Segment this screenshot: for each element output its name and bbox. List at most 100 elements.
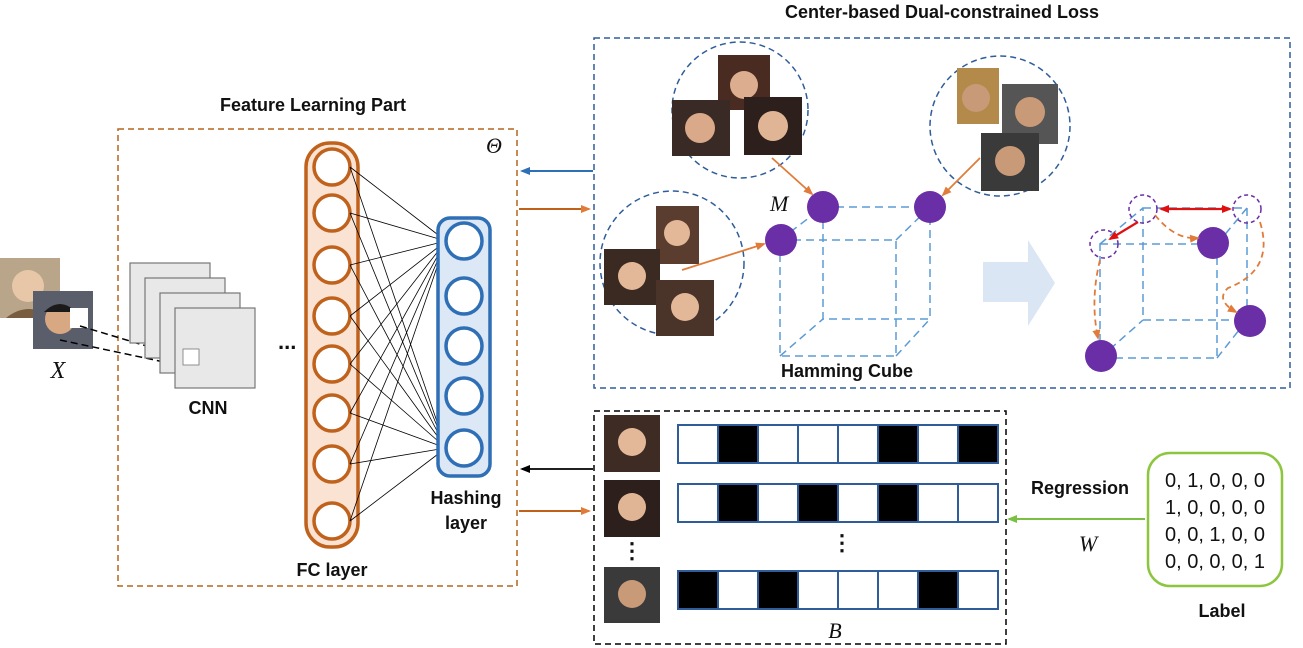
- hashing-layer-label-line1: Hashing: [430, 488, 501, 508]
- fc-hash-connection: [349, 240, 447, 465]
- moved-node-3: [1085, 340, 1117, 372]
- fc-node: [312, 296, 352, 336]
- code-vdots: ⋮: [831, 530, 853, 555]
- moved-node-1: [1197, 227, 1229, 259]
- photo-vdots: ⋮: [621, 538, 643, 563]
- code-bit-one: [877, 424, 919, 464]
- hash-code-row: [677, 483, 999, 523]
- fc-hash-connection: [349, 240, 447, 266]
- fc-hash-connection: [349, 166, 447, 449]
- fc-hash-connection: [349, 447, 447, 522]
- code-bit-zero: [757, 483, 799, 523]
- selena-to-center-arrow: [771, 157, 814, 196]
- cube-node-jackie: [914, 191, 946, 223]
- code-bit-zero: [797, 570, 839, 610]
- fc-nodes: [312, 147, 352, 541]
- hash-node: [444, 276, 484, 316]
- fc-hash-connection: [349, 264, 447, 449]
- hamming-cube-left: [779, 206, 931, 357]
- hash-code-rows: [677, 424, 999, 610]
- label-matrix-rows: 0, 1, 0, 0, 0 1, 0, 0, 0, 0 0, 0, 1, 0, 0 0…: [1165, 470, 1265, 573]
- label-matrix-row: 0, 0, 0, 0, 1: [1165, 551, 1265, 573]
- code-bit-zero: [837, 570, 879, 610]
- fc-node: [312, 193, 352, 233]
- codes-box: [593, 410, 1007, 645]
- cluster-selena: [671, 41, 809, 179]
- label-matrix-row: 0, 0, 1, 0, 0: [1165, 524, 1265, 546]
- fc-hash-connections: [349, 166, 447, 522]
- fc-hash-connection: [349, 363, 447, 449]
- center-separation-arrow-2: [1108, 221, 1139, 241]
- fc-node: [312, 501, 352, 541]
- center-move-arrow-1: [1154, 214, 1200, 243]
- loss-box: [593, 37, 1291, 389]
- hamming-cube-label: Hamming Cube: [781, 361, 913, 381]
- transition-arrow: [983, 240, 1055, 326]
- cube-node-selena: [807, 191, 839, 223]
- cube-node-anne: [765, 224, 797, 256]
- code-bit-one: [677, 570, 719, 610]
- fc-node: [312, 393, 352, 433]
- loss-title: Center-based Dual-constrained Loss: [785, 2, 1099, 22]
- fc-node: [312, 344, 352, 384]
- fc-hash-connection: [349, 212, 447, 449]
- anne-to-center-arrow: [681, 242, 766, 271]
- code-bit-zero: [757, 424, 799, 464]
- fc-layer-label: FC layer: [296, 560, 367, 580]
- hash-node: [444, 376, 484, 416]
- code-bit-zero: [837, 424, 879, 464]
- m-label: M: [769, 191, 790, 216]
- feature-learning-box: [117, 128, 518, 587]
- fc-node: [312, 245, 352, 285]
- theta-label: Θ: [486, 133, 502, 158]
- code-bit-zero: [877, 570, 919, 610]
- center-move-arrow-3: [1092, 259, 1101, 340]
- code-bit-one: [797, 483, 839, 523]
- code-bit-one: [717, 483, 759, 523]
- hash-node: [444, 221, 484, 261]
- regression-label: Regression: [1031, 478, 1129, 498]
- cluster-jackie: [929, 55, 1071, 197]
- fc-hash-connection: [349, 240, 447, 365]
- code-bit-zero: [717, 570, 759, 610]
- code-bit-zero: [957, 570, 999, 610]
- code-bit-zero: [957, 483, 999, 523]
- code-bit-one: [757, 570, 799, 610]
- jackie-to-center-arrow: [941, 157, 981, 197]
- fc-hash-connection: [349, 447, 447, 465]
- code-photos: [604, 415, 660, 623]
- fc-hash-connection: [349, 212, 447, 242]
- feature-learning-title: Feature Learning Part: [220, 95, 406, 115]
- code-bit-one: [717, 424, 759, 464]
- hashing-layer-label-line2: layer: [445, 513, 487, 533]
- fc-hash-connection: [349, 166, 447, 242]
- moved-node-2: [1234, 305, 1266, 337]
- b-label: B: [828, 618, 841, 643]
- fc-hash-connection: [349, 240, 447, 317]
- w-label: W: [1079, 531, 1099, 556]
- code-bit-zero: [917, 483, 959, 523]
- hashing-nodes: [444, 221, 484, 468]
- hash-node: [444, 428, 484, 468]
- prior-center-1: [1089, 229, 1119, 259]
- code-bit-zero: [837, 483, 879, 523]
- fc-hash-connection: [349, 240, 447, 414]
- label-matrix-row: 1, 0, 0, 0, 0: [1165, 497, 1265, 519]
- code-bit-zero: [677, 424, 719, 464]
- hash-code-row: [677, 424, 999, 464]
- fc-node: [312, 147, 352, 187]
- prior-center-2: [1128, 194, 1158, 224]
- prior-center-3: [1232, 194, 1262, 224]
- code-bit-one: [957, 424, 999, 464]
- fc-hash-connection: [349, 412, 447, 449]
- code-bit-zero: [677, 483, 719, 523]
- center-move-arrow-2: [1222, 221, 1265, 313]
- code-bit-zero: [797, 424, 839, 464]
- cnn-label: CNN: [189, 398, 228, 418]
- code-bit-zero: [917, 424, 959, 464]
- x-label: X: [50, 358, 67, 384]
- hash-code-row: [677, 570, 999, 610]
- fc-hash-connection: [349, 240, 447, 522]
- hash-node: [444, 326, 484, 366]
